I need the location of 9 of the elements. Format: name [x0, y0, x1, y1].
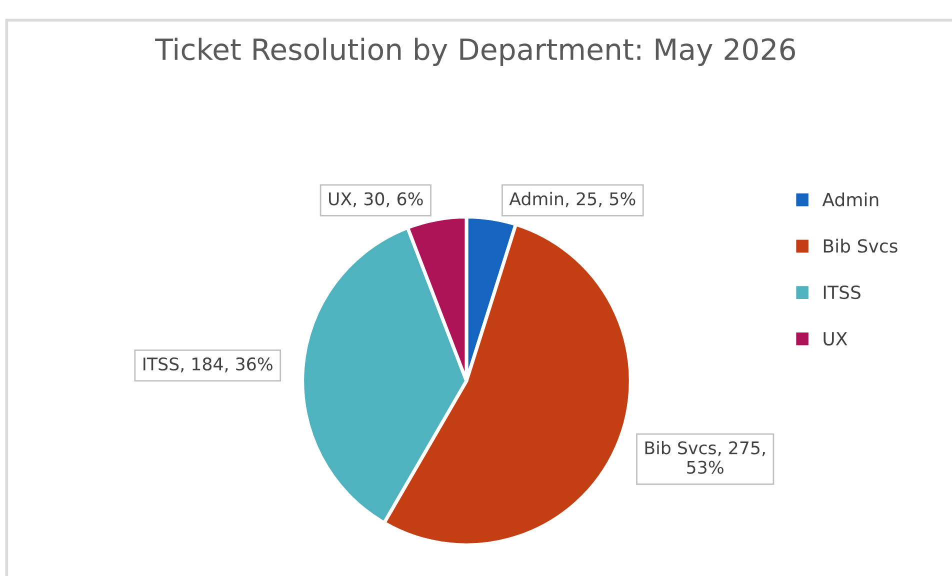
legend-label: ITSS: [824, 285, 860, 300]
data-label: ITSS, 184, 36%: [144, 357, 272, 372]
data-label: Bib Svcs, 275, 53%: [645, 440, 765, 474]
legend-label: UX: [824, 332, 848, 346]
data-label: Admin, 25, 5%: [509, 192, 636, 208]
chart-title: Ticket Resolution by Department: May 2026: [155, 38, 795, 66]
legend-label: Bib Svcs: [824, 238, 898, 253]
legend-label: Admin: [822, 192, 878, 206]
data-label: UX, 30, 6%: [329, 192, 423, 208]
